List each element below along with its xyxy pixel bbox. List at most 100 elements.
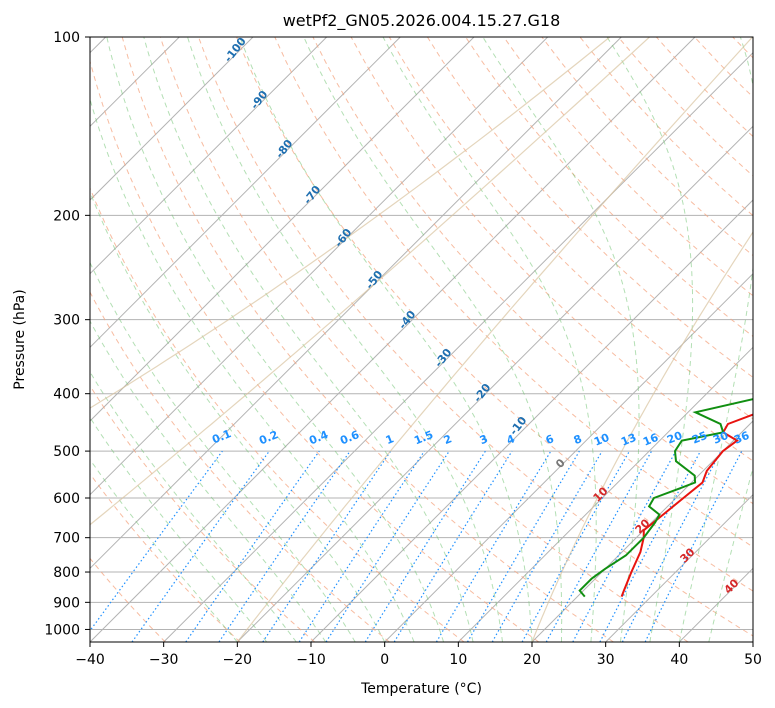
y-tick-label: 200 bbox=[53, 208, 80, 224]
mixing-ratio-label: 0.1 bbox=[210, 427, 233, 446]
dry-adiabat-line bbox=[90, 557, 166, 642]
mixing-ratio-line bbox=[435, 450, 552, 642]
isotherm-line bbox=[531, 420, 753, 642]
dry-adiabat-line bbox=[312, 37, 753, 505]
mixing-ratio-label: 0.4 bbox=[307, 428, 330, 447]
mixing-ratio-label: 8 bbox=[572, 432, 584, 447]
dry-adiabat-line bbox=[350, 37, 753, 462]
temperature-profile-line bbox=[620, 413, 753, 597]
dry-adiabat-line bbox=[732, 37, 753, 59]
moist-adiabat-line bbox=[239, 37, 533, 642]
mixing-ratio-label: 0.2 bbox=[257, 428, 280, 447]
moist-adiabat-line bbox=[143, 37, 474, 642]
y-tick-label: 800 bbox=[53, 565, 80, 581]
isotherm-line bbox=[90, 37, 622, 570]
mixing-ratio-line bbox=[262, 450, 392, 642]
y-axis-label: Pressure (hPa) bbox=[12, 289, 28, 389]
moist-adiabat-line bbox=[382, 37, 597, 642]
mixing-ratio-line bbox=[393, 450, 513, 642]
mixing-ratio-label: 20 bbox=[665, 429, 684, 447]
dry-adiabat-line bbox=[90, 186, 465, 642]
isotherm-line bbox=[90, 37, 475, 422]
mixing-ratio-label: 36 bbox=[732, 429, 751, 447]
background-curve bbox=[90, 37, 611, 409]
dry-adiabat-line bbox=[236, 37, 753, 592]
mixing-ratio-line bbox=[90, 450, 223, 632]
isotherm-line bbox=[310, 199, 753, 642]
moist-adiabat-line bbox=[106, 37, 445, 642]
moist-adiabat-label: 10 bbox=[591, 484, 611, 504]
isotherm-line bbox=[752, 641, 753, 642]
y-tick-label: 600 bbox=[53, 491, 80, 507]
dry-adiabat-line bbox=[771, 37, 775, 642]
dry-adiabat-line bbox=[503, 37, 753, 297]
x-tick-label: −20 bbox=[223, 652, 253, 668]
dry-adiabat-line bbox=[694, 37, 753, 98]
dry-adiabat-label: -90 bbox=[248, 88, 271, 112]
isotherm-line bbox=[384, 272, 753, 642]
moist-adiabat-line bbox=[90, 370, 297, 642]
dry-adiabat-label: -40 bbox=[396, 308, 419, 332]
dewpoint-profile-line bbox=[578, 398, 753, 598]
moist-adiabat-line bbox=[90, 190, 386, 642]
y-tick-label: 400 bbox=[53, 387, 80, 403]
moist-adiabat-label: 20 bbox=[633, 516, 653, 536]
x-tick-label: −30 bbox=[149, 652, 179, 668]
moist-adiabat-line bbox=[187, 37, 503, 642]
dry-adiabat-line bbox=[90, 59, 540, 642]
dry-adiabat-label: -30 bbox=[432, 346, 455, 370]
mixing-ratio-line bbox=[131, 450, 270, 642]
moist-adiabat-line bbox=[90, 458, 238, 642]
isotherm-line bbox=[457, 346, 753, 642]
mixing-ratio-label: 1 bbox=[384, 432, 396, 447]
y-tick-label: 700 bbox=[53, 531, 80, 547]
mixing-ratio-label: 25 bbox=[690, 429, 709, 447]
y-tick-label: 300 bbox=[53, 313, 80, 329]
x-tick-label: 10 bbox=[449, 652, 467, 668]
mixing-ratio-line bbox=[325, 450, 450, 642]
isotherm-line bbox=[163, 51, 753, 642]
isotherm-line bbox=[236, 125, 753, 642]
dry-adiabat-line bbox=[426, 37, 753, 378]
mixing-ratio-line bbox=[545, 450, 653, 642]
moist-adiabat-line bbox=[482, 37, 640, 642]
isotherm-line bbox=[90, 37, 328, 275]
dry-adiabat-line bbox=[388, 37, 753, 420]
dry-adiabat-label: -70 bbox=[301, 183, 324, 207]
mixing-ratio-line bbox=[644, 450, 743, 642]
x-tick-label: −10 bbox=[296, 652, 326, 668]
moist-adiabat-line bbox=[90, 416, 268, 642]
mixing-ratio-line bbox=[466, 450, 580, 642]
background-curve bbox=[531, 230, 753, 642]
dry-adiabat-line bbox=[198, 37, 753, 637]
x-tick-label: 20 bbox=[523, 652, 541, 668]
y-tick-label: 1000 bbox=[44, 622, 80, 638]
mixing-ratio-label: 30 bbox=[711, 429, 730, 447]
dry-adiabat-line bbox=[90, 291, 390, 642]
isotherm-line bbox=[90, 37, 254, 201]
mixing-ratio-line bbox=[218, 450, 351, 642]
mixing-ratio-label: 0.6 bbox=[338, 428, 361, 447]
mixing-ratio-line bbox=[364, 450, 486, 642]
dry-adiabat-line bbox=[274, 37, 753, 548]
moist-adiabat-line bbox=[90, 97, 415, 642]
mixing-ratio-label: 3 bbox=[478, 432, 490, 447]
plot-frame bbox=[89, 36, 754, 643]
mixing-ratio-label: 13 bbox=[619, 431, 638, 449]
mixing-ratio-line bbox=[521, 450, 631, 642]
mixing-ratio-label: 16 bbox=[641, 431, 660, 449]
chart-title: wetPf2_GN05.2026.004.15.27.G18 bbox=[283, 11, 561, 31]
dry-adiabat-line bbox=[121, 37, 614, 642]
isotherm-line bbox=[605, 493, 753, 642]
background-curve bbox=[236, 37, 753, 642]
plot-area bbox=[90, 37, 775, 642]
mixing-ratio-label: 10 bbox=[592, 431, 611, 449]
y-tick-label: 900 bbox=[53, 595, 80, 611]
y-tick-label: 100 bbox=[53, 30, 80, 46]
moist-adiabat-line bbox=[90, 320, 327, 642]
x-tick-label: 50 bbox=[744, 652, 762, 668]
background-curve bbox=[90, 37, 650, 526]
moist-adiabat-line bbox=[303, 37, 563, 642]
dry-adiabat-label: -80 bbox=[273, 137, 296, 161]
x-axis-label: Temperature (°C) bbox=[360, 681, 482, 697]
